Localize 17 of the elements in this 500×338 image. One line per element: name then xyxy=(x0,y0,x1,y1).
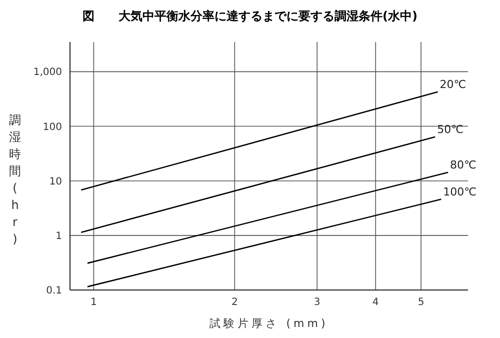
x-tick-label: 3 xyxy=(314,297,320,308)
series-label: 100℃ xyxy=(443,185,476,198)
y-tick-label: 1,000 xyxy=(33,67,62,78)
y-tick-label: 1 xyxy=(56,230,62,242)
y-tick-label: 100 xyxy=(42,122,62,133)
x-tick-label: 5 xyxy=(418,297,424,308)
chart-title: 図 大気中平衡水分率に達するまでに要する調湿条件(水中) xyxy=(82,8,418,25)
series-label: 50℃ xyxy=(437,122,464,136)
y-tick-label: 10 xyxy=(49,176,62,188)
y-tick-label: 0.1 xyxy=(46,286,62,297)
x-axis-title: 試験片厚さ (mm) xyxy=(208,316,330,331)
series-label: 20℃ xyxy=(440,78,466,91)
y-axis-title: 調湿時間(hr) xyxy=(8,112,22,248)
series-label: 80℃ xyxy=(450,158,476,172)
x-tick-label: 2 xyxy=(231,297,238,308)
x-tick-label: 1 xyxy=(90,297,97,308)
x-tick-label: 4 xyxy=(372,297,379,308)
